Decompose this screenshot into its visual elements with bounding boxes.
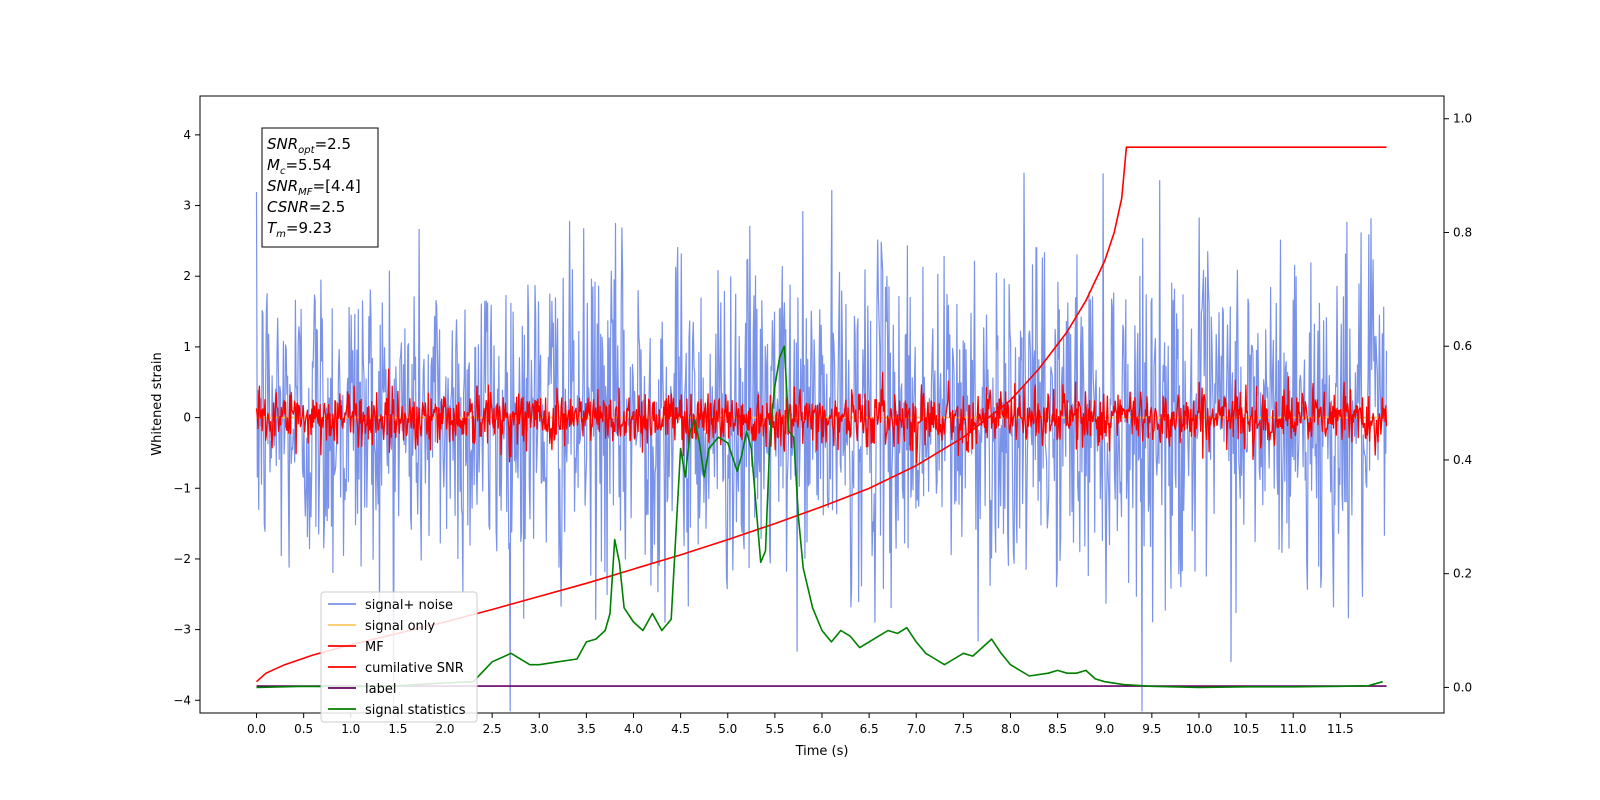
x-tick-label: 10.0: [1186, 722, 1213, 736]
x-tick-label: 10.5: [1233, 722, 1260, 736]
y-axis-right: 0.0 0.2 0.4 0.6 0.8 1.0: [1444, 112, 1472, 694]
y-axis-left: −4 −3 −2 −1 0 1 2 3 4: [173, 128, 200, 707]
x-tick-label: 7.5: [954, 722, 973, 736]
x-tick-label: 0.0: [247, 722, 266, 736]
legend-label: label: [365, 682, 396, 697]
x-tick-label: 6.0: [812, 722, 831, 736]
series-signal-noise-line: [255, 172, 1388, 712]
y-tick-label: 3: [183, 199, 191, 213]
y-tick-label: 4: [183, 128, 191, 142]
x-tick-label: 4.0: [624, 722, 643, 736]
x-tick-label: 1.5: [388, 722, 407, 736]
series-mf-line: [255, 368, 1388, 464]
x-tick-label: 5.5: [765, 722, 784, 736]
y-tick-label: −4: [173, 693, 191, 707]
x-tick-label: 8.5: [1048, 722, 1067, 736]
x-tick-label: 1.0: [341, 722, 360, 736]
annotation-frame: [261, 127, 379, 248]
x-tick-label: 9.5: [1142, 722, 1161, 736]
annotation-line: SNRopt=2.5: [267, 135, 351, 156]
y-tick-label: 0: [183, 411, 191, 425]
x-axis-label: Time (s): [795, 744, 849, 759]
x-tick-label: 5.0: [718, 722, 737, 736]
y2-tick-label: 0.6: [1453, 339, 1472, 353]
x-tick-label: 2.5: [483, 722, 502, 736]
x-tick-label: 3.5: [577, 722, 596, 736]
y-tick-label: 1: [183, 340, 191, 354]
y-axis-label: Whitened strain: [150, 352, 165, 455]
x-tick-label: 7.0: [907, 722, 926, 736]
y2-tick-label: 0.4: [1453, 453, 1472, 467]
series-signal-statistics-line: [256, 345, 1383, 689]
legend-frame: [320, 591, 478, 723]
legend-label: cumilative SNR: [365, 661, 464, 676]
y-tick-label: −3: [173, 623, 191, 637]
x-axis: 0.0 0.5 1.0 1.5 2.0 2.5 3.0 3.5 4.0 4.5 5.0 5.5 6.0 6…: [247, 713, 1354, 736]
y-tick-label: −1: [173, 481, 191, 495]
y2-tick-label: 0.0: [1453, 680, 1472, 694]
legend: signal+ noise signal only MF cumilative SNR…: [320, 591, 478, 723]
legend-label: MF: [365, 640, 384, 655]
annotation-line: Tm=9.23: [267, 219, 332, 240]
annotation-line: SNRMF=[4.4]: [267, 177, 361, 198]
x-tick-label: 2.0: [435, 722, 454, 736]
y2-tick-label: 0.2: [1453, 567, 1472, 581]
annotation-line: Mc=5.54: [267, 156, 331, 177]
y-tick-label: 2: [183, 269, 191, 283]
x-tick-label: 0.5: [294, 722, 313, 736]
y-tick-label: −2: [173, 552, 191, 566]
x-tick-label: 11.0: [1280, 722, 1307, 736]
legend-label: signal statistics: [365, 703, 466, 718]
x-tick-label: 9.0: [1095, 722, 1114, 736]
annotation-line: CSNR=2.5: [267, 198, 345, 216]
legend-label: signal+ noise: [365, 598, 453, 613]
y2-tick-label: 1.0: [1453, 112, 1472, 126]
x-tick-label: 3.0: [530, 722, 549, 736]
x-tick-label: 11.5: [1327, 722, 1354, 736]
x-tick-label: 8.0: [1001, 722, 1020, 736]
y2-tick-label: 0.8: [1453, 225, 1472, 239]
x-tick-label: 6.5: [860, 722, 879, 736]
legend-label: signal only: [365, 619, 435, 634]
x-tick-label: 4.5: [671, 722, 690, 736]
